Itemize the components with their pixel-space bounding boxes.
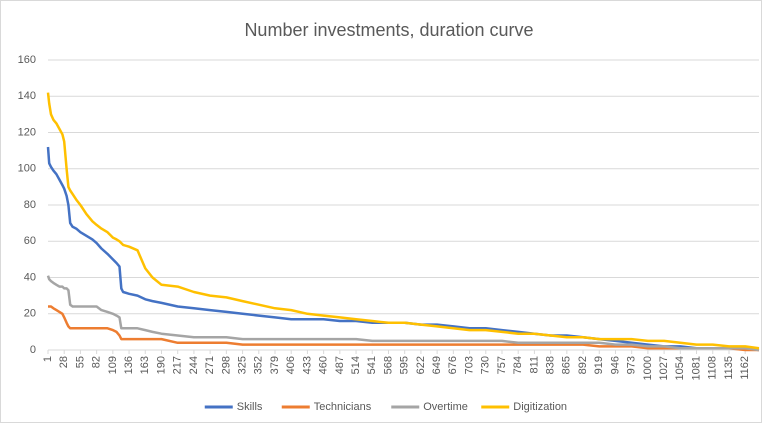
y-tick-label: 0 <box>30 344 36 356</box>
x-tick-label: 109 <box>107 356 119 374</box>
x-tick-label: 1027 <box>658 356 670 380</box>
x-tick-label: 892 <box>577 356 589 374</box>
legend-label: Digitization <box>513 401 567 413</box>
x-tick-label: 730 <box>480 356 492 374</box>
x-tick-label: 217 <box>172 356 184 374</box>
x-tick-label: 1135 <box>723 356 735 380</box>
x-tick-label: 514 <box>350 356 362 374</box>
y-tick-label: 20 <box>24 308 36 320</box>
x-tick-label: 622 <box>415 356 427 374</box>
x-tick-label: 325 <box>236 356 248 374</box>
x-tick-label: 1000 <box>642 356 654 380</box>
x-tick-label: 595 <box>399 356 411 374</box>
legend-label: Technicians <box>314 401 372 413</box>
x-tick-label: 163 <box>139 356 151 374</box>
x-tick-label: 649 <box>431 356 443 374</box>
series-line <box>46 92 760 350</box>
x-tick-label: 271 <box>204 356 216 374</box>
x-tick-label: 1 <box>42 356 54 362</box>
x-tick-label: 811 <box>528 356 540 374</box>
x-tick-label: 865 <box>561 356 573 374</box>
series-line <box>47 305 759 352</box>
x-tick-label: 82 <box>91 356 103 368</box>
x-tick-label: 433 <box>301 356 313 374</box>
x-tick-label: 460 <box>318 356 330 374</box>
series-line <box>46 275 760 352</box>
x-tick-label: 28 <box>58 356 70 368</box>
y-tick-label: 40 <box>24 271 36 283</box>
x-tick-label: 136 <box>123 356 135 374</box>
x-tick-label: 541 <box>366 356 378 374</box>
x-tick-label: 55 <box>74 356 86 368</box>
y-tick-label: 120 <box>18 126 36 138</box>
x-tick-label: 568 <box>382 356 394 374</box>
x-tick-label: 703 <box>463 356 475 374</box>
x-tick-label: 919 <box>593 356 605 374</box>
x-tick-label: 190 <box>155 356 167 374</box>
y-tick-label: 160 <box>18 54 36 66</box>
x-tick-label: 1081 <box>690 356 702 380</box>
x-tick-label: 379 <box>269 356 281 374</box>
x-tick-label: 1054 <box>674 356 686 380</box>
x-tick-label: 298 <box>220 356 232 374</box>
legend-label: Overtime <box>423 401 468 413</box>
x-tick-label: 946 <box>609 356 621 374</box>
x-tick-label: 406 <box>285 356 297 374</box>
x-tick-label: 1108 <box>707 356 719 380</box>
x-tick-label: 973 <box>626 356 638 374</box>
x-tick-label: 1162 <box>739 356 751 380</box>
y-tick-label: 100 <box>18 163 36 175</box>
x-tick-label: 784 <box>512 356 524 374</box>
x-tick-label: 244 <box>188 356 200 374</box>
y-tick-label: 80 <box>24 199 36 211</box>
x-tick-label: 676 <box>447 356 459 374</box>
x-tick-label: 838 <box>545 356 557 374</box>
y-tick-label: 140 <box>18 90 36 102</box>
x-tick-label: 352 <box>253 356 265 374</box>
x-tick-label: 487 <box>334 356 346 374</box>
y-tick-label: 60 <box>24 235 36 247</box>
legend-label: Skills <box>237 401 263 413</box>
x-tick-label: 757 <box>496 356 508 374</box>
chart-title: Number investments, duration curve <box>244 20 533 40</box>
